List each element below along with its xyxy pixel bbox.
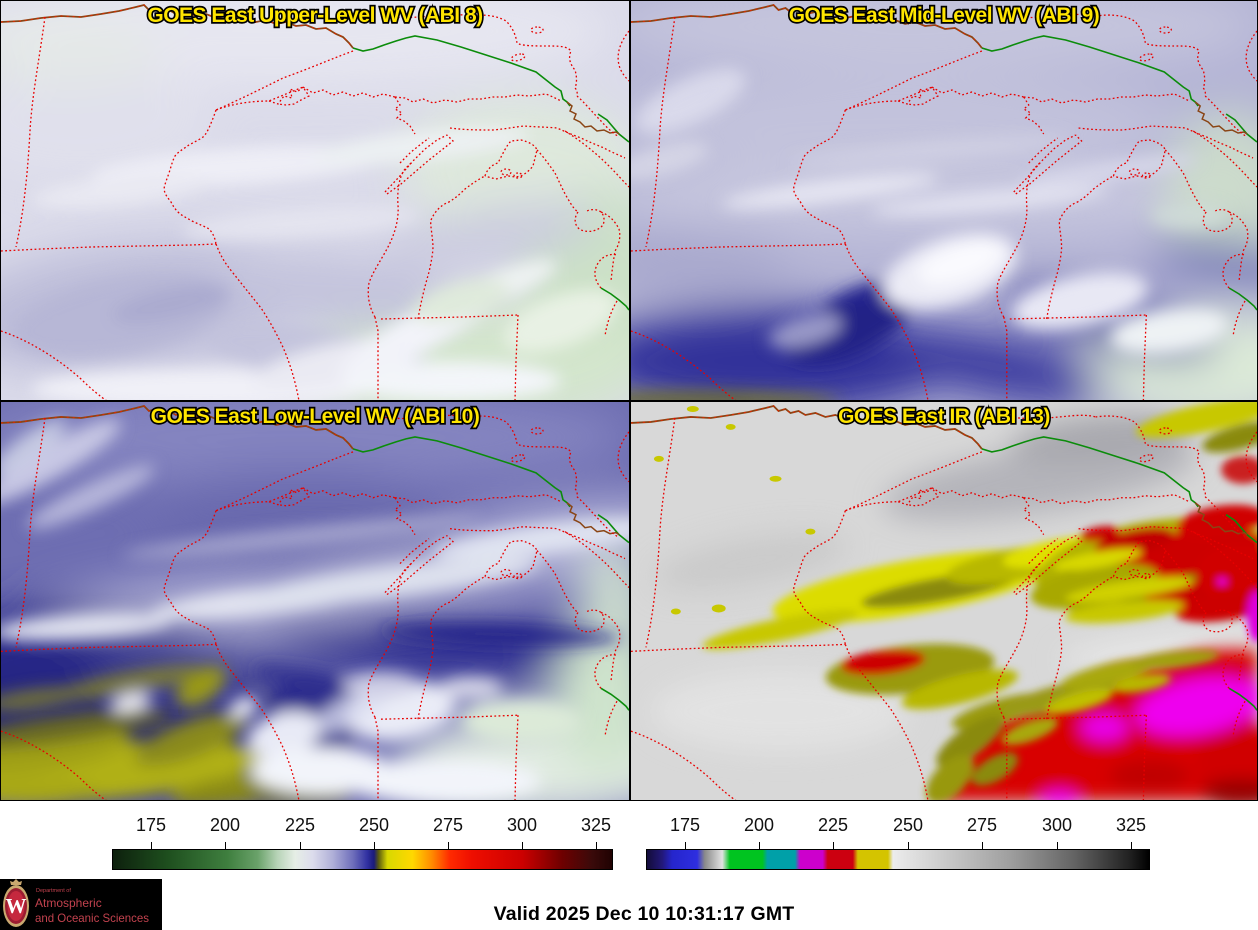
svg-text:GOES East Mid-Level WV (ABI 9): GOES East Mid-Level WV (ABI 9): [789, 4, 1100, 27]
svg-text:GOES East IR (ABI 13): GOES East IR (ABI 13): [838, 405, 1050, 428]
svg-text:Department of: Department of: [36, 888, 71, 894]
svg-text:W: W: [6, 894, 27, 918]
svg-text:and Oceanic Sciences: and Oceanic Sciences: [35, 911, 149, 925]
svg-text:Atmospheric: Atmospheric: [35, 896, 102, 910]
svg-text:GOES East Upper-Level WV (ABI: GOES East Upper-Level WV (ABI 8): [147, 4, 482, 27]
svg-text:GOES East Low-Level WV (ABI 10: GOES East Low-Level WV (ABI 10): [151, 405, 480, 428]
